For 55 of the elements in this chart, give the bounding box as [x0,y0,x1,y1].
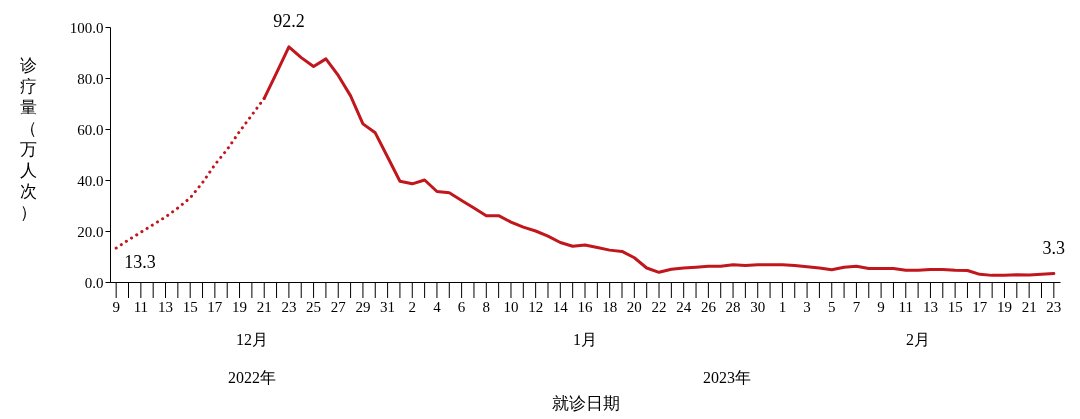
x-tick-label: 3 [803,299,811,315]
x-tick-label: 8 [482,299,491,315]
x-tick-label: 11 [133,299,149,315]
text: 1月 [573,331,597,348]
x-tick-label: 20 [626,299,642,315]
y-tick-label: 20.0 [77,223,104,240]
x-tick-label: 9 [877,299,885,315]
x-tick-label: 6 [457,299,466,315]
x-tick-label: 13 [158,299,174,315]
x-tick-label: 15 [947,299,963,315]
x-tick-label: 29 [355,299,371,315]
x-tick-label: 17 [972,299,988,315]
x-tick-label: 17 [207,299,223,315]
y-tick-label: 0.0 [84,274,104,291]
x-tick-label: 23 [281,299,297,315]
annotation: 92.2 [273,10,305,31]
y-axis-title: 诊疗量（万人次） [20,55,37,222]
y-tick-label: 60.0 [77,121,104,138]
x-axis-title: 就诊日期 [551,393,620,413]
x-tick-label: 19 [232,299,248,315]
text: 2月 [906,331,931,348]
x-tick-label: 31 [380,299,396,315]
x-tick-label: 16 [577,299,593,315]
x-tick-label: 2 [408,299,417,315]
x-tick-label: 24 [676,299,692,315]
x-tick-label: 10 [503,299,519,315]
x-tick-label: 1 [778,299,787,315]
annotation: 13.3 [124,252,156,273]
x-tick-label: 4 [433,299,442,315]
x-tick-label: 12 [528,299,544,315]
x-tick-label: 7 [852,299,861,315]
x-tick-label: 14 [552,299,569,315]
annotation: 3.3 [1042,237,1066,258]
y-tick-label: 40.0 [77,172,104,189]
x-tick-label: 21 [1021,299,1037,315]
x-tick-label: 25 [306,299,322,315]
x-tick-label: 19 [996,299,1012,315]
text: 2022年 [227,369,276,386]
x-tick-label: 21 [256,299,272,315]
x-tick-label: 9 [112,299,120,315]
x-tick-label: 23 [1046,299,1062,315]
x-tick-label: 26 [700,299,717,315]
y-tick-label: 100.0 [69,19,104,36]
x-tick-label: 30 [750,299,766,315]
x-tick-label: 27 [330,299,347,315]
x-tick-label: 18 [602,299,618,315]
x-tick-label: 5 [828,299,836,315]
y-tick-label: 80.0 [77,70,104,87]
text: 2023年 [702,369,751,386]
x-tick-label: 22 [651,299,667,315]
x-tick-label: 11 [898,299,914,315]
x-tick-label: 28 [725,299,741,315]
x-tick-label: 13 [922,299,938,315]
x-tick-label: 15 [182,299,198,315]
text: 12月 [235,331,268,348]
